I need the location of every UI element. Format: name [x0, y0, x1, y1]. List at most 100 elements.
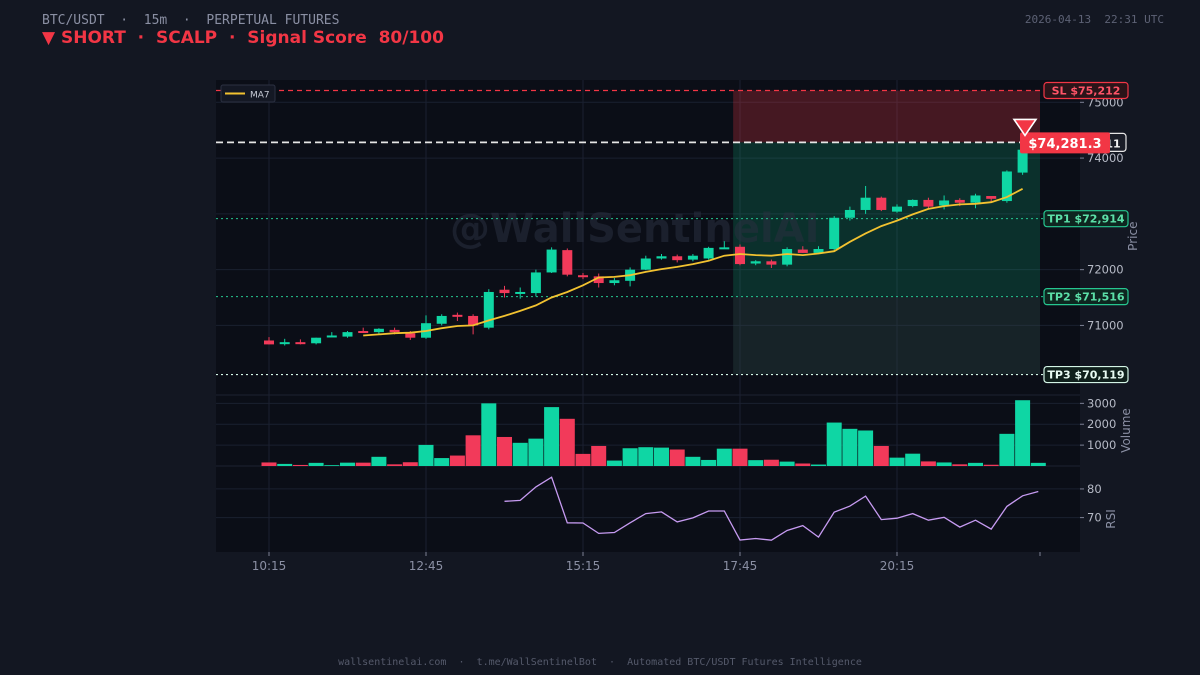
- timeframe-label: 15m: [143, 13, 168, 28]
- volume-bar: [449, 455, 465, 466]
- candle-body: [687, 255, 698, 260]
- ma7-line: [363, 188, 1024, 337]
- volume-bar: [465, 435, 481, 466]
- volume-axis-label: Volume: [1119, 408, 1133, 453]
- candle-body: [499, 289, 510, 294]
- header-pair-info: BTC/USDT · 15m · PERPETUAL FUTURES: [42, 13, 339, 28]
- candle-body: [295, 342, 306, 345]
- price-axis-label: Price: [1126, 222, 1140, 251]
- volume-bar: [669, 449, 685, 466]
- volume-bar: [434, 458, 450, 466]
- volume-bar: [512, 442, 528, 466]
- candle-body: [719, 247, 730, 250]
- volume-bar: [732, 448, 748, 466]
- volume-tick-label: 1000: [1087, 438, 1116, 452]
- candle-body: [264, 340, 274, 345]
- stop-loss-zone: [733, 90, 1040, 143]
- candle-body: [986, 196, 997, 199]
- candle-body: [436, 315, 447, 324]
- candle-body: [279, 342, 290, 345]
- candle-body: [452, 314, 463, 317]
- volume-bar: [544, 407, 560, 466]
- volume-bar: [1030, 462, 1046, 466]
- price-tick-label: 74000: [1087, 151, 1124, 165]
- volume-bar: [968, 462, 983, 466]
- candle-body: [593, 276, 604, 284]
- separator-dot: ·: [120, 13, 129, 28]
- volume-bar: [340, 462, 355, 466]
- volume-bar: [905, 453, 921, 466]
- volume-bar: [811, 464, 826, 466]
- candle-body: [468, 315, 479, 326]
- short-signal-marker: [1012, 118, 1038, 137]
- x-tick-label: 15:15: [566, 559, 601, 573]
- take-profit-zone-extended: [733, 296, 1040, 375]
- candle-body: [892, 206, 902, 212]
- tp3-tag-box: [1043, 365, 1129, 384]
- footer-tagline: Automated BTC/USDT Futures Intelligence: [627, 657, 862, 668]
- footer: wallsentinelai.com · t.me/WallSentinelBo…: [338, 657, 862, 668]
- tp1-tag-box: [1043, 210, 1129, 228]
- candle-body: [342, 332, 353, 337]
- candle-body: [735, 246, 745, 265]
- price-tick-label: 71000: [1087, 318, 1124, 332]
- volume-bar: [920, 461, 936, 466]
- volume-bar: [591, 445, 607, 466]
- tp3-tag-label: TP3 $70,119: [1047, 369, 1124, 382]
- x-tick-label: 20:15: [880, 559, 915, 573]
- volume-bar: [999, 433, 1015, 466]
- candle-body: [860, 197, 871, 210]
- market-label: PERPETUAL FUTURES: [206, 13, 340, 28]
- volume-bar: [748, 460, 764, 466]
- x-tick-label: 12:45: [409, 559, 444, 573]
- candle-body: [546, 249, 557, 273]
- candle-body: [311, 337, 322, 344]
- candle-body: [530, 272, 541, 294]
- candle-body: [578, 275, 588, 278]
- candle-body: [797, 249, 808, 253]
- volume-bar: [638, 447, 654, 466]
- candle-body: [358, 331, 369, 334]
- volume-bar: [418, 444, 434, 466]
- volume-bar: [481, 403, 497, 466]
- volume-bar: [858, 430, 874, 466]
- rsi-tick-label: 70: [1087, 511, 1102, 525]
- volume-bar: [371, 456, 387, 466]
- x-tick-label: 17:45: [723, 559, 758, 573]
- volume-bar: [528, 438, 544, 466]
- volume-bar: [622, 448, 638, 466]
- volume-bar: [983, 464, 999, 466]
- rsi-line: [504, 476, 1039, 541]
- rsi-tick-label: 80: [1087, 482, 1102, 496]
- candle-body: [876, 197, 887, 210]
- volume-bar: [308, 462, 324, 466]
- volume-bar: [716, 448, 732, 466]
- candle-body: [640, 258, 651, 270]
- candle-body: [970, 195, 981, 203]
- volume-bar: [559, 418, 575, 466]
- entry-price-badge: [1020, 132, 1110, 154]
- volume-bar: [497, 436, 512, 466]
- volume-bar: [402, 462, 418, 466]
- candle-body: [672, 256, 683, 261]
- footer-bot-link[interactable]: t.me/WallSentinelBot: [476, 657, 597, 668]
- volume-bar: [701, 459, 717, 466]
- candle-body: [405, 333, 416, 338]
- price-tick-label: 72000: [1087, 263, 1124, 277]
- tp2-tag-label: TP2 $71,516: [1047, 291, 1124, 304]
- candle-body: [483, 291, 494, 328]
- footer-site-link[interactable]: wallsentinelai.com: [338, 657, 447, 668]
- volume-bar: [324, 465, 340, 466]
- volume-bar: [261, 462, 277, 466]
- volume-bar: [779, 461, 795, 466]
- candle-body: [923, 199, 934, 207]
- volume-bar: [685, 456, 701, 466]
- volume-bar: [795, 463, 811, 466]
- tp2-tag-box: [1043, 288, 1129, 306]
- volume-bar: [575, 453, 591, 466]
- timestamp: 2026-04-13 22:31 UTC: [1024, 13, 1164, 26]
- volume-bar: [936, 462, 952, 466]
- take-profit-zone: [733, 142, 1040, 297]
- candle-body: [326, 335, 337, 338]
